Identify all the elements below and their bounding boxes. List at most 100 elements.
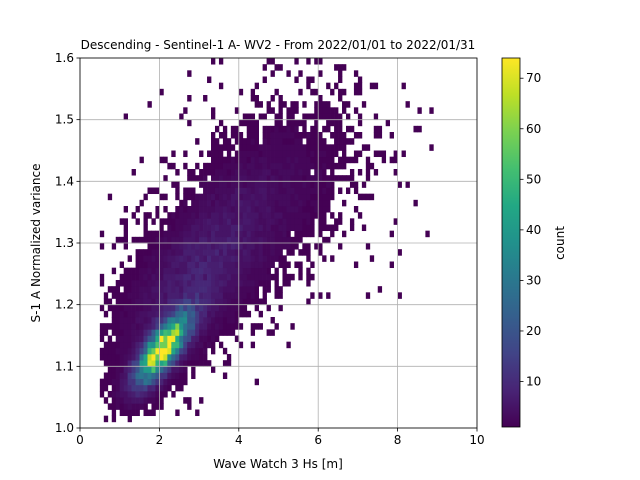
histogram-cell <box>159 249 164 256</box>
histogram-cell <box>103 329 109 336</box>
histogram-cell <box>111 378 117 386</box>
histogram-cell <box>330 162 335 170</box>
histogram-cell <box>131 273 136 281</box>
histogram-cell <box>191 243 196 250</box>
histogram-cell <box>306 113 311 121</box>
histogram-cell <box>199 169 204 176</box>
histogram-cell <box>115 378 121 386</box>
histogram-cell <box>139 298 144 306</box>
histogram-cell <box>290 132 295 139</box>
histogram-cell <box>179 298 184 306</box>
histogram-cell <box>179 292 184 299</box>
histogram-cell <box>207 199 212 207</box>
histogram-cell <box>155 273 160 281</box>
histogram-cell <box>314 162 319 170</box>
histogram-cell <box>183 150 188 158</box>
histogram-cell <box>298 187 303 195</box>
histogram-cell <box>361 144 367 151</box>
histogram-cell <box>127 391 132 398</box>
histogram-cell <box>195 409 200 417</box>
histogram-cell <box>226 329 232 336</box>
histogram-cell <box>322 255 327 262</box>
histogram-cell <box>203 169 208 176</box>
histogram-cell <box>123 113 128 121</box>
histogram-cell <box>298 119 303 127</box>
histogram-cell <box>226 193 232 201</box>
histogram-cell <box>143 317 148 324</box>
histogram-cell <box>214 218 220 225</box>
histogram-cell <box>187 298 192 306</box>
histogram-cell <box>290 150 295 158</box>
histogram-cell <box>226 304 232 312</box>
histogram-cell <box>262 261 267 269</box>
histogram-cell <box>199 206 204 213</box>
histogram-cell <box>290 273 295 281</box>
histogram-cell <box>254 298 259 306</box>
histogram-cell <box>322 150 327 158</box>
histogram-cell <box>163 236 168 244</box>
histogram-cell <box>163 156 168 164</box>
histogram-cell <box>191 230 196 238</box>
histogram-cell <box>357 150 363 158</box>
histogram-cell <box>159 384 164 392</box>
histogram-cell <box>318 230 323 238</box>
histogram-cell <box>159 360 164 367</box>
histogram-cell <box>159 341 164 349</box>
histogram-cell <box>187 119 192 127</box>
histogram-cell <box>159 255 164 262</box>
histogram-cell <box>274 181 279 188</box>
histogram-cell <box>266 101 271 108</box>
histogram-cell <box>222 323 228 330</box>
histogram-cell <box>199 218 204 225</box>
histogram-cell <box>143 218 148 225</box>
histogram-cell <box>274 206 279 213</box>
histogram-cell <box>159 372 164 380</box>
histogram-cell <box>242 175 248 182</box>
histogram-cell <box>163 329 168 336</box>
histogram-cell <box>103 292 109 299</box>
histogram-cell <box>207 335 212 343</box>
histogram-cell <box>214 261 220 269</box>
histogram-cell <box>175 267 180 275</box>
histogram-cell <box>338 162 343 170</box>
histogram-cell <box>250 261 256 269</box>
histogram-cell <box>135 347 140 355</box>
histogram-cell <box>397 181 402 188</box>
histogram-cell <box>131 310 136 318</box>
histogram-cell <box>183 347 188 355</box>
histogram-cell <box>242 193 248 201</box>
histogram-cell <box>191 199 196 207</box>
histogram-cell <box>211 273 216 281</box>
histogram-cell <box>286 125 291 133</box>
histogram-cell <box>195 323 200 330</box>
histogram-cell <box>222 286 228 293</box>
histogram-cell <box>203 95 208 102</box>
histogram-cell <box>278 169 283 176</box>
histogram-cell <box>211 243 216 250</box>
histogram-cell <box>393 218 398 225</box>
histogram-cell <box>417 107 422 114</box>
histogram-cell <box>187 403 192 410</box>
histogram-cell <box>238 236 244 244</box>
histogram-cell <box>310 88 315 96</box>
histogram-cell <box>334 64 339 71</box>
histogram-cell <box>171 286 176 293</box>
histogram-cell <box>222 187 228 195</box>
histogram-cell <box>274 212 279 219</box>
histogram-cell <box>250 162 256 170</box>
histogram-cell <box>349 181 355 188</box>
histogram-cell <box>187 70 192 77</box>
histogram-cell <box>187 169 192 176</box>
histogram-cell <box>159 286 164 293</box>
histogram-cell <box>207 193 212 201</box>
histogram-cell <box>338 187 343 195</box>
histogram-cell <box>214 323 220 330</box>
histogram-cell <box>147 323 152 330</box>
histogram-cell <box>234 323 240 330</box>
histogram-cell <box>270 218 275 225</box>
histogram-cell <box>294 206 299 213</box>
histogram-cell <box>254 144 259 151</box>
histogram-cell <box>171 391 176 398</box>
histogram-cell <box>250 230 256 238</box>
histogram-cell <box>131 366 136 373</box>
